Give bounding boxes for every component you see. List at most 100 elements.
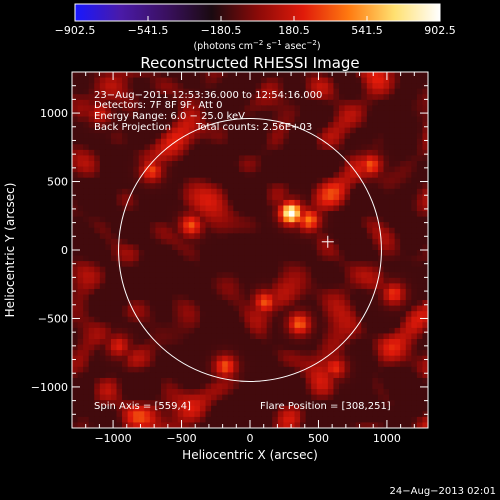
heatmap-cell [389, 94, 396, 101]
heatmap-cell [244, 272, 251, 279]
heatmap-cell [83, 161, 90, 168]
heatmap-cell [155, 205, 162, 212]
heatmap-cell [294, 144, 301, 151]
heatmap-cell [389, 377, 396, 385]
heatmap-cell [94, 222, 101, 229]
heatmap-cell [305, 199, 312, 207]
heatmap-cell [211, 305, 218, 312]
heatmap-cell [327, 422, 335, 428]
heatmap-cell [77, 339, 84, 346]
heatmap-cell [83, 99, 90, 106]
heatmap-cell [144, 172, 151, 179]
heatmap-cell [305, 155, 312, 162]
heatmap-cell [255, 199, 262, 207]
heatmap-cell [416, 300, 424, 307]
heatmap-cell [105, 161, 112, 168]
heatmap-cell [99, 83, 106, 90]
heatmap-cell [138, 294, 145, 301]
heatmap-cell [222, 183, 229, 190]
heatmap-cell [383, 172, 390, 179]
heatmap-cell [383, 277, 390, 284]
heatmap-cell [339, 394, 346, 401]
heatmap-cell [194, 272, 201, 279]
heatmap-cell [88, 149, 95, 157]
colorbar-tick-label: 180.5 [278, 24, 310, 37]
heatmap-cell [177, 133, 184, 140]
heatmap-cell [110, 149, 118, 157]
heatmap-cell [155, 222, 162, 229]
heatmap-cell [72, 105, 79, 112]
x-tick-label: 500 [308, 432, 329, 445]
heatmap-cell [183, 250, 190, 257]
heatmap-cell [422, 250, 428, 257]
heatmap-cell [116, 405, 123, 412]
heatmap-cell [72, 294, 79, 301]
heatmap-cell [416, 311, 424, 318]
heatmap-cell [99, 272, 106, 279]
heatmap-cell [233, 149, 240, 157]
heatmap-cell [105, 255, 112, 262]
heatmap-cell [222, 333, 229, 340]
heatmap-cell [372, 288, 379, 296]
heatmap-cell [127, 316, 134, 323]
heatmap-cell [400, 405, 407, 412]
heatmap-cell [411, 333, 418, 340]
heatmap-cell [83, 355, 90, 362]
heatmap-cell [377, 183, 385, 190]
heatmap-cell [255, 211, 262, 218]
heatmap-cell [322, 316, 329, 323]
heatmap-cell [250, 205, 257, 212]
heatmap-cell [389, 155, 396, 162]
heatmap-cell [411, 133, 418, 140]
heatmap-cell [172, 355, 179, 362]
heatmap-cell [199, 199, 207, 207]
heatmap-cell [372, 361, 379, 368]
heatmap-cell [344, 277, 351, 284]
heatmap-cell [255, 233, 262, 240]
heatmap-cell [394, 83, 401, 90]
heatmap-cell [172, 339, 179, 346]
heatmap-cell [127, 333, 134, 340]
heatmap-cell [316, 366, 323, 373]
heatmap-cell [99, 366, 106, 373]
heatmap-cell [99, 394, 106, 401]
heatmap-cell [144, 327, 151, 335]
heatmap-cell [149, 311, 157, 318]
heatmap-cell [155, 366, 162, 373]
heatmap-cell [405, 311, 412, 318]
heatmap-cell [400, 133, 407, 140]
heatmap-cell [222, 227, 229, 234]
heatmap-cell [155, 277, 162, 284]
heatmap-cell [188, 411, 195, 418]
heatmap-cell [238, 127, 246, 134]
heatmap-cell [138, 116, 145, 123]
heatmap-cell [305, 227, 312, 234]
heatmap-cell [94, 416, 101, 424]
heatmap-cell [394, 110, 401, 118]
heatmap-cell [127, 77, 134, 84]
heatmap-cell [177, 316, 184, 323]
heatmap-cell [250, 400, 257, 407]
heatmap-cell [155, 272, 162, 279]
heatmap-cell [194, 416, 201, 424]
heatmap-cell [77, 361, 84, 368]
heatmap-cell [172, 77, 179, 84]
heatmap-cell [355, 216, 362, 223]
heatmap-cell [88, 144, 95, 151]
heatmap-cell [261, 288, 268, 296]
heatmap-cell [394, 72, 401, 79]
heatmap-cell [138, 166, 145, 173]
heatmap-cell [261, 233, 268, 240]
heatmap-cell [277, 372, 284, 379]
heatmap-cell [172, 277, 179, 284]
heatmap-cell [177, 377, 184, 385]
heatmap-cell [227, 105, 234, 112]
heatmap-cell [416, 244, 424, 251]
heatmap-cell [110, 288, 118, 296]
heatmap-cell [288, 99, 296, 106]
heatmap-cell [333, 372, 340, 379]
heatmap-cell [361, 138, 368, 145]
heatmap-cell [272, 277, 279, 284]
heatmap-cell [311, 255, 318, 262]
